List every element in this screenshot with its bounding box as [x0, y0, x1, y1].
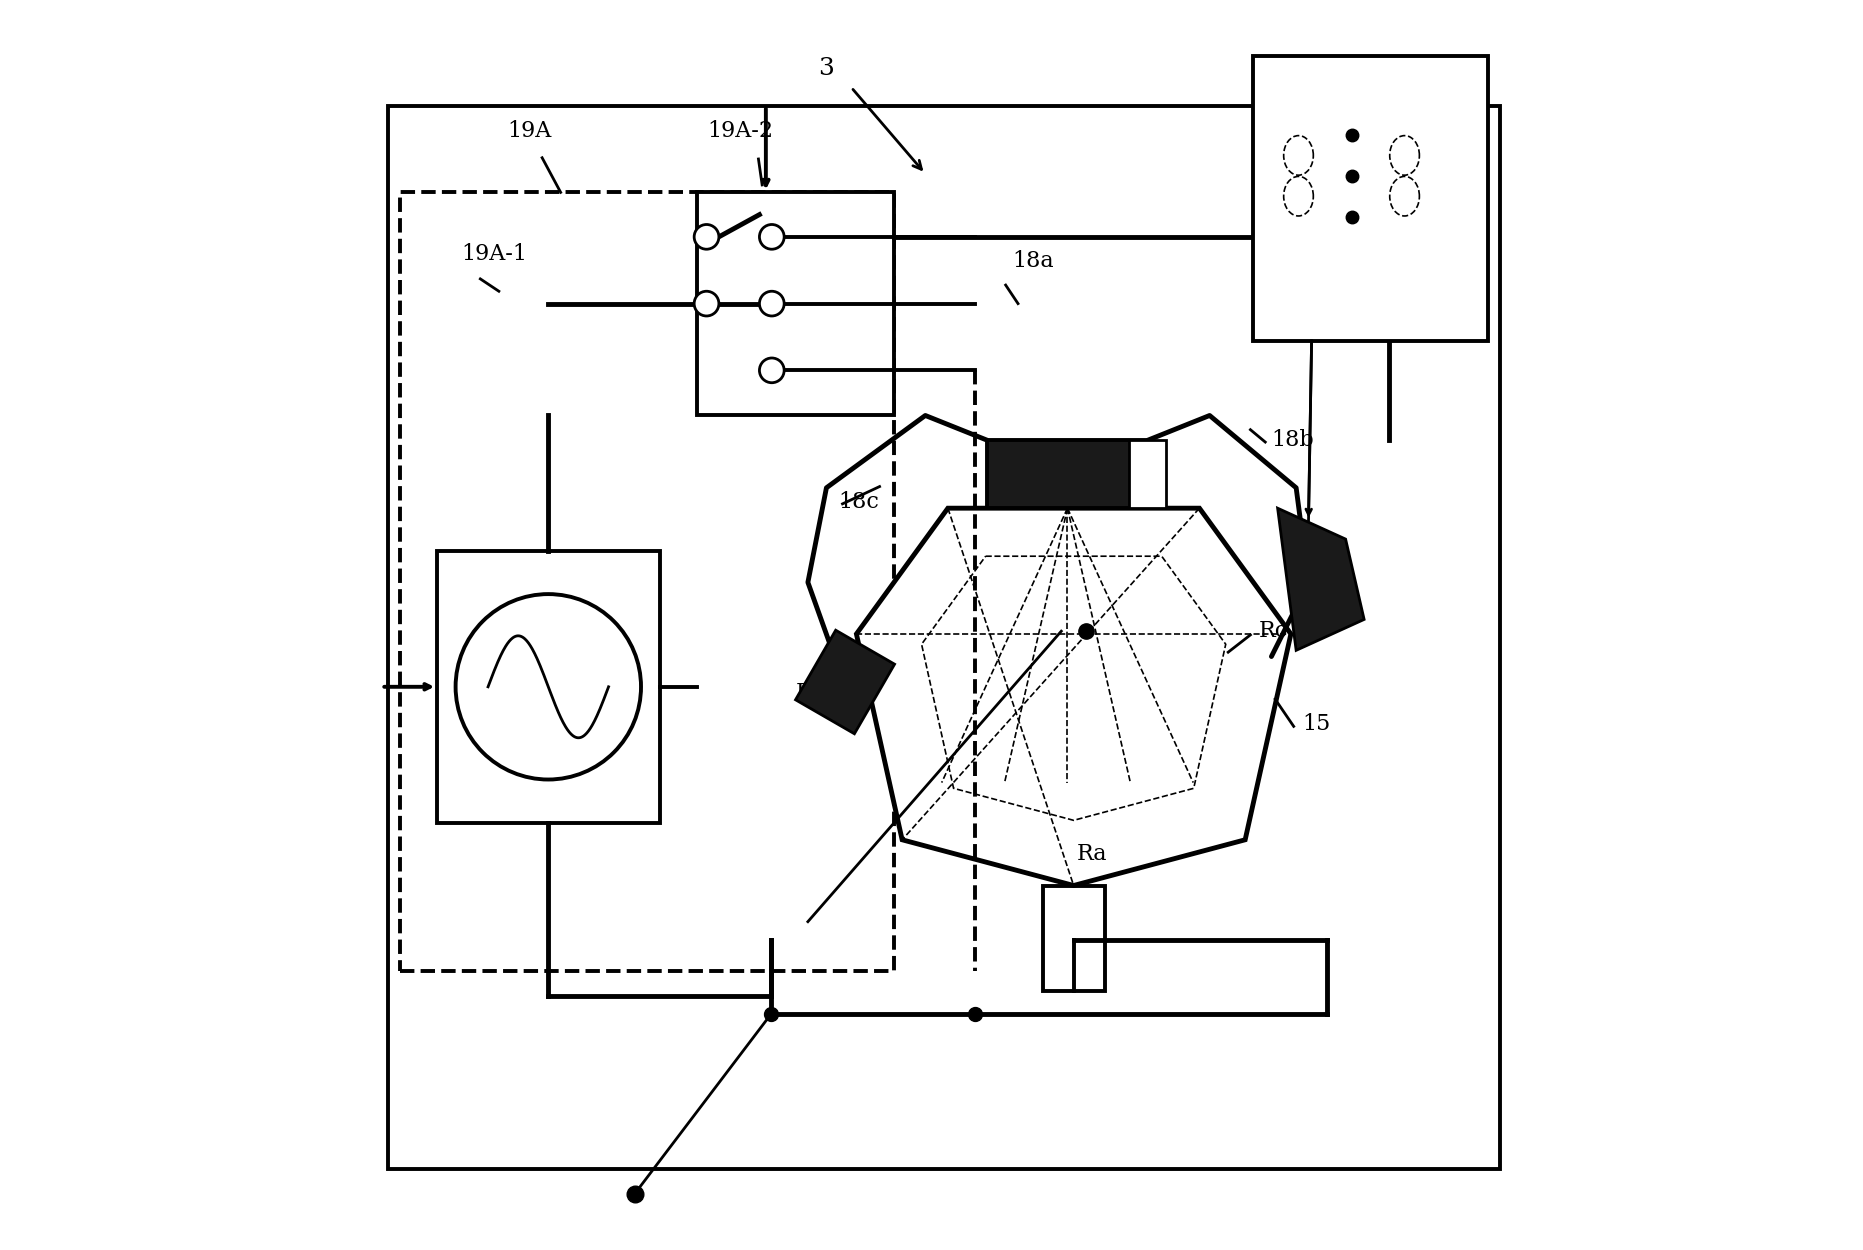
Circle shape	[456, 594, 641, 780]
Bar	[1254, 56, 1489, 341]
Text: 19A-2: 19A-2	[706, 120, 773, 141]
Text: 15: 15	[1302, 712, 1330, 735]
Text: 18b: 18b	[1271, 429, 1313, 451]
Text: 3: 3	[818, 58, 835, 80]
Text: 19A-1: 19A-1	[462, 244, 527, 265]
Circle shape	[760, 357, 784, 382]
Circle shape	[695, 225, 719, 249]
Bar	[796, 630, 894, 734]
Polygon shape	[857, 509, 1291, 885]
Bar	[401, 192, 894, 971]
Text: 18a: 18a	[1012, 250, 1053, 271]
Bar	[1043, 885, 1105, 990]
Circle shape	[760, 291, 784, 316]
Bar	[697, 192, 894, 415]
Text: 18c: 18c	[838, 490, 879, 512]
Bar	[438, 551, 660, 822]
Text: Rc: Rc	[1259, 620, 1289, 642]
Bar	[388, 106, 1500, 1169]
Circle shape	[695, 291, 719, 316]
Circle shape	[760, 225, 784, 249]
Text: 19A: 19A	[507, 120, 551, 141]
Bar	[1129, 440, 1166, 509]
Text: Ra: Ra	[1077, 842, 1107, 865]
Bar	[987, 440, 1148, 509]
Text: Rb: Rb	[796, 682, 827, 704]
Polygon shape	[1278, 509, 1364, 650]
